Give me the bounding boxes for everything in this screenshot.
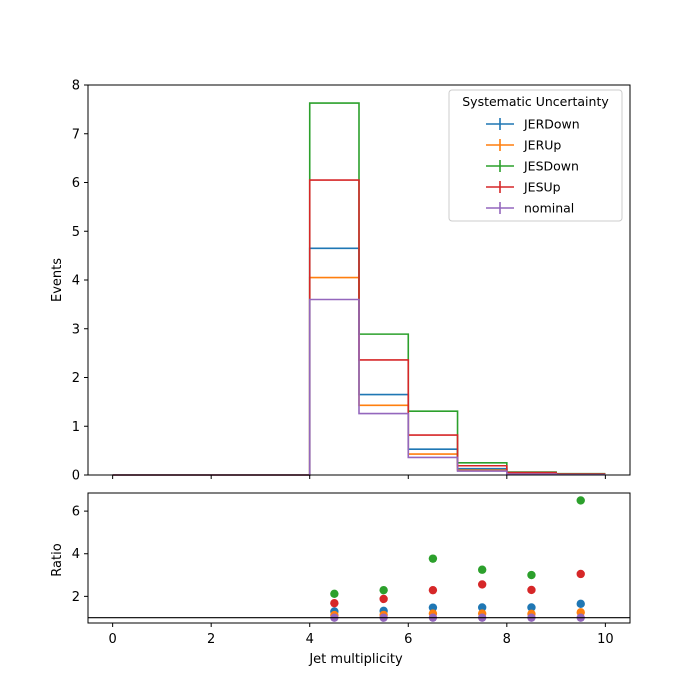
histogram-y-axis-label: Events bbox=[50, 258, 65, 302]
histogram-y-tick-label: 5 bbox=[72, 225, 80, 240]
ratio-axes-frame bbox=[87, 492, 631, 624]
ratio-point-jesup bbox=[330, 598, 339, 608]
histogram-y-tick-label: 3 bbox=[72, 322, 80, 337]
ratio-series-group bbox=[330, 496, 585, 622]
histogram-y-ticks: 0 1 2 3 4 5 6 7 8 bbox=[72, 79, 88, 484]
legend-label: JERUp bbox=[523, 138, 561, 153]
legend-label: JESUp bbox=[523, 180, 561, 195]
ratio-y-axis-label: Ratio bbox=[50, 543, 65, 576]
histogram-y-tick-label: 6 bbox=[72, 176, 80, 191]
legend-entry-jerdown: JERDown bbox=[486, 117, 580, 132]
legend-entry-nominal: nominal bbox=[486, 201, 574, 216]
histogram-y-tick-label: 2 bbox=[72, 371, 80, 386]
legend-entry-jerup: JERUp bbox=[486, 138, 561, 153]
ratio-point-jesdown bbox=[428, 554, 438, 563]
histogram-y-tick-label: 8 bbox=[72, 79, 80, 94]
legend-frame bbox=[448, 89, 623, 222]
legend-label: JERDown bbox=[523, 117, 580, 132]
ratio-x-axis-label: Jet multiplicity bbox=[308, 652, 403, 667]
ratio-point-jesup bbox=[576, 569, 585, 579]
ratio-x-tick-label: 8 bbox=[503, 632, 511, 647]
histogram-y-tick-label: 7 bbox=[72, 127, 80, 142]
legend-title: Systematic Uncertainty bbox=[462, 94, 609, 109]
ratio-y-tick-label: 6 bbox=[72, 505, 80, 520]
ratio-x-tick-label: 4 bbox=[306, 632, 314, 647]
ratio-y-tick-label: 2 bbox=[72, 590, 80, 605]
legend-label: JESDown bbox=[523, 159, 579, 174]
ratio-y-tick-label: 4 bbox=[72, 547, 80, 562]
ratio-point-jerdown bbox=[477, 603, 487, 612]
legend-entries: JERDown JERUp JESDown JESUp nominal bbox=[486, 117, 580, 216]
ratio-point-jerdown bbox=[428, 603, 438, 612]
histogram-y-tick-label: 0 bbox=[72, 469, 80, 484]
ratio-point-jerdown bbox=[576, 599, 585, 609]
ratio-point-jesup bbox=[477, 580, 487, 589]
legend: Systematic Uncertainty JERDown JERUp JESDo… bbox=[448, 89, 623, 222]
legend-entry-jesup: JESUp bbox=[486, 180, 561, 195]
ratio-point-jesdown bbox=[330, 589, 339, 599]
histogram-y-tick-label: 4 bbox=[72, 274, 80, 289]
ratio-point-jesdown bbox=[477, 565, 487, 574]
histogram-panel: 0 1 2 3 4 5 6 7 8 Events Systematic Uncertainty … bbox=[50, 79, 631, 484]
ratio-point-jesup bbox=[527, 585, 536, 595]
ratio-x-tick-label: 10 bbox=[597, 632, 614, 647]
histogram-x-ticks bbox=[112, 475, 606, 479]
ratio-point-jerdown bbox=[527, 603, 536, 612]
legend-label: nominal bbox=[524, 201, 574, 216]
ratio-point-jesdown bbox=[576, 496, 585, 505]
ratio-point-jesdown bbox=[379, 585, 388, 595]
ratio-x-tick-label: 0 bbox=[108, 632, 116, 647]
ratio-x-ticks: 0 2 4 6 8 10 bbox=[108, 623, 614, 647]
ratio-point-jesdown bbox=[527, 570, 536, 580]
histogram-y-tick-label: 1 bbox=[72, 420, 80, 435]
ratio-point-jesup bbox=[379, 594, 388, 604]
ratio-x-tick-label: 6 bbox=[404, 632, 412, 647]
ratio-x-tick-label: 2 bbox=[207, 632, 215, 647]
legend-entry-jesdown: JESDown bbox=[486, 159, 579, 174]
ratio-point-jesup bbox=[428, 585, 438, 595]
ratio-y-ticks: 2 4 6 bbox=[72, 505, 88, 605]
ratio-panel: 2 4 6 0 2 4 6 8 10 Ratio Jet multiplicity bbox=[50, 492, 631, 667]
